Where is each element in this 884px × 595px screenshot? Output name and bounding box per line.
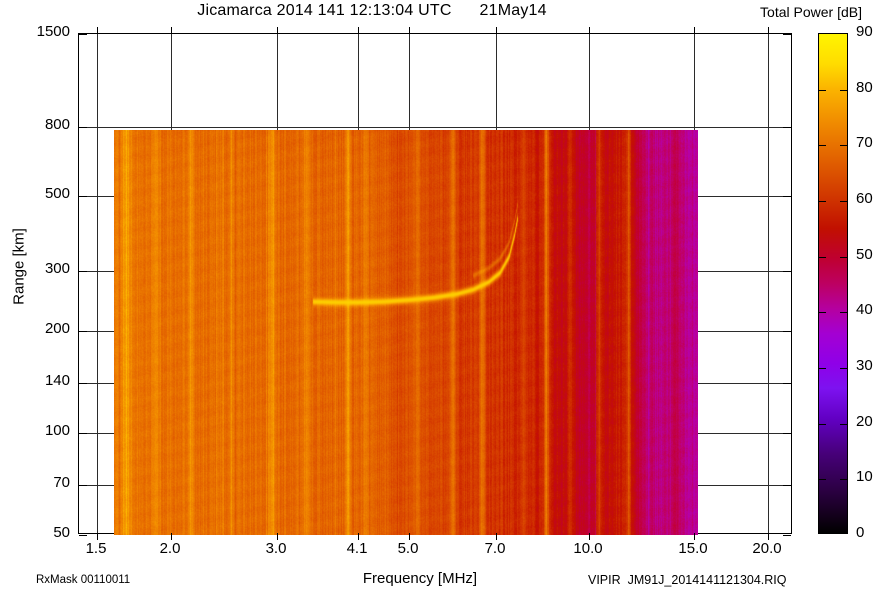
colorbar-tick <box>819 90 826 91</box>
x-tick-top <box>496 27 497 34</box>
y-tick-label: 500 <box>44 185 70 202</box>
colorbar-tick <box>819 312 826 313</box>
grid-line-horizontal <box>79 127 791 128</box>
colorbar-tick <box>819 201 826 202</box>
rxmask-label: RxMask 00110011 <box>36 574 131 586</box>
y-tick-label: 100 <box>44 422 70 439</box>
x-tick <box>589 533 590 540</box>
colorbar-tick <box>819 368 826 369</box>
y-tick <box>79 331 87 332</box>
x-tick-label: 4.1 <box>346 540 368 557</box>
colorbar-tick <box>840 145 847 146</box>
x-tick <box>768 533 769 540</box>
x-tick <box>409 533 410 540</box>
x-tick-top <box>768 27 769 34</box>
y-tick-right <box>783 196 791 197</box>
y-tick-right <box>783 34 791 35</box>
colorbar-tick-label: 30 <box>856 357 873 374</box>
y-tick-label: 140 <box>44 372 70 389</box>
x-tick-label: 10.0 <box>573 540 603 557</box>
colorbar-tick <box>819 257 826 258</box>
page-title: Jicamarca 2014 141 12:13:04 UTC 21May14 <box>197 2 547 19</box>
colorbar-tick <box>840 312 847 313</box>
colorbar-title: Total Power [dB] <box>760 4 862 20</box>
spectrogram-data <box>114 130 698 535</box>
colorbar-tick <box>840 479 847 480</box>
colorbar-tick-label: 0 <box>856 524 865 541</box>
y-tick <box>79 34 87 35</box>
colorbar-tick <box>819 424 826 425</box>
colorbar-tick-label: 60 <box>856 190 873 207</box>
y-tick <box>79 433 87 434</box>
colorbar-tick <box>840 368 847 369</box>
colorbar-tick <box>840 424 847 425</box>
x-tick-label: 7.0 <box>484 540 506 557</box>
y-tick-label: 70 <box>53 474 70 491</box>
colorbar-tick <box>819 145 826 146</box>
x-tick-label: 2.0 <box>159 540 181 557</box>
y-tick-right <box>783 433 791 434</box>
colorbar-tick <box>819 479 826 480</box>
x-axis-label: Frequency [MHz] <box>362 570 478 587</box>
y-tick-right <box>783 383 791 384</box>
x-tick-label: 15.0 <box>678 540 708 557</box>
colorbar-tick-label: 70 <box>856 134 873 151</box>
x-tick-label: 5.0 <box>397 540 419 557</box>
grid-line-vertical <box>97 34 98 533</box>
y-tick <box>79 196 87 197</box>
x-tick-top <box>358 27 359 34</box>
x-tick-top <box>409 27 410 34</box>
x-tick-top <box>277 27 278 34</box>
colorbar-tick <box>840 201 847 202</box>
colorbar-tick-label: 80 <box>856 79 873 96</box>
y-tick-right <box>783 485 791 486</box>
x-tick-label: 3.0 <box>265 540 287 557</box>
y-tick-label: 800 <box>44 116 70 133</box>
colorbar-tick-label: 50 <box>856 246 873 263</box>
y-tick-right <box>783 331 791 332</box>
y-tick-label: 50 <box>53 524 70 541</box>
x-tick-label: 20.0 <box>752 540 782 557</box>
y-tick-label: 200 <box>44 320 70 337</box>
x-tick <box>496 533 497 540</box>
x-tick-top <box>589 27 590 34</box>
y-tick <box>79 535 87 536</box>
y-tick-label: 300 <box>44 260 70 277</box>
colorbar[interactable] <box>818 33 848 534</box>
y-tick-right <box>783 535 791 536</box>
colorbar-tick-label: 40 <box>856 301 873 318</box>
x-tick <box>171 533 172 540</box>
y-tick <box>79 271 87 272</box>
y-tick-right <box>783 127 791 128</box>
x-tick-label: 1.5 <box>85 540 107 557</box>
x-tick <box>277 533 278 540</box>
colorbar-tick-label: 20 <box>856 413 873 430</box>
grid-line-vertical <box>768 34 769 533</box>
y-tick <box>79 127 87 128</box>
y-tick-right <box>783 271 791 272</box>
x-tick-top <box>97 27 98 34</box>
x-tick-top <box>694 27 695 34</box>
source-file-label: VIPIR JM91J_2014141121304.RIQ <box>588 573 787 587</box>
colorbar-tick <box>840 90 847 91</box>
y-tick-label: 1500 <box>36 23 70 40</box>
x-tick <box>97 533 98 540</box>
x-tick-top <box>171 27 172 34</box>
colorbar-tick-label: 90 <box>856 23 873 40</box>
ionogram-plot[interactable] <box>78 27 792 540</box>
colorbar-tick-label: 10 <box>856 468 873 485</box>
y-tick <box>79 485 87 486</box>
y-tick <box>79 383 87 384</box>
colorbar-tick <box>840 257 847 258</box>
x-tick <box>358 533 359 540</box>
x-tick <box>694 533 695 540</box>
